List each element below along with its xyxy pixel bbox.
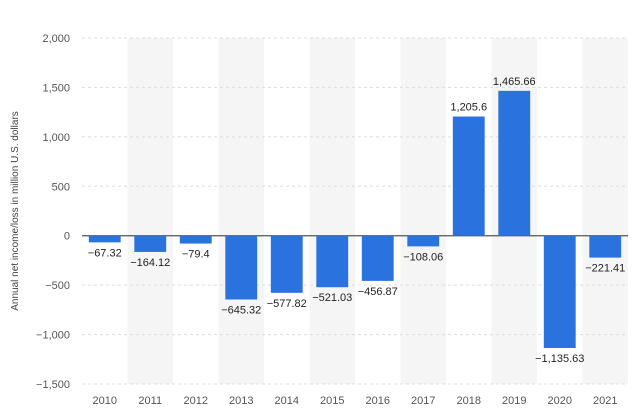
data-label-2013: −645.32	[221, 305, 261, 317]
x-tick-label: 2016	[366, 395, 390, 407]
data-label-2020: −1,135.63	[535, 353, 584, 365]
x-tick-label: 2020	[548, 395, 572, 407]
bar-2015	[316, 235, 349, 288]
x-axis-ticks: 2010 2011 2012 2013 2014 2015 2016 2017 2018 2019…	[93, 395, 618, 407]
y-tick-label: 1,500	[42, 82, 70, 94]
x-tick-label: 2012	[184, 395, 208, 407]
x-tick-label: 2017	[411, 395, 435, 407]
data-labels: −67.32−164.12−79.4−645.32−577.82 −521.03−…	[88, 76, 626, 365]
y-tick-label: −1,000	[36, 330, 70, 342]
bar-2018	[452, 116, 485, 236]
band-2013	[218, 38, 264, 384]
x-tick-label: 2018	[457, 395, 481, 407]
bar-2013	[225, 235, 258, 300]
bar-2010	[88, 235, 121, 243]
bars	[88, 90, 622, 348]
bar-2021	[589, 235, 622, 258]
data-label-2017: −108.06	[403, 251, 443, 263]
y-axis-label: Annual net income/loss in million U.S. d…	[10, 111, 21, 311]
y-tick-label: 1,000	[42, 132, 70, 144]
y-axis-ticks: 2,000 1,500 1,000 500 0 −500 −1,000 −1,500	[36, 33, 70, 391]
band-2011	[127, 38, 173, 384]
data-label-2010: −67.32	[88, 247, 122, 259]
data-label-2015: −521.03	[312, 292, 352, 304]
data-label-2011: −164.12	[130, 257, 170, 269]
bar-2017	[407, 235, 440, 247]
y-tick-label: 500	[52, 181, 70, 193]
x-tick-label: 2021	[593, 395, 617, 407]
bar-2019	[498, 90, 531, 236]
band-2021	[582, 38, 628, 384]
bar-2020	[543, 235, 576, 348]
y-tick-label: 2,000	[42, 33, 70, 45]
bar-2012	[179, 235, 212, 244]
x-tick-label: 2013	[229, 395, 253, 407]
x-tick-label: 2015	[320, 395, 344, 407]
data-label-2021: −221.41	[585, 263, 625, 275]
data-label-2016: −456.87	[358, 286, 398, 298]
band-2015	[309, 38, 355, 384]
bar-2016	[361, 235, 394, 281]
x-tick-label: 2019	[502, 395, 526, 407]
data-label-2012: −79.4	[182, 249, 210, 261]
bar-2014	[270, 235, 303, 293]
data-label-2014: −577.82	[267, 298, 307, 310]
y-tick-label: −500	[45, 280, 70, 292]
data-label-2018: 1,205.6	[450, 102, 487, 114]
x-tick-label: 2010	[93, 395, 117, 407]
x-tick-label: 2014	[275, 395, 299, 407]
y-tick-label: −1,500	[36, 379, 70, 391]
y-tick-label: 0	[64, 231, 70, 243]
data-label-2019: 1,465.66	[493, 76, 536, 88]
band-2017	[400, 38, 446, 384]
x-tick-label: 2011	[138, 395, 162, 407]
grid-lines	[82, 37, 628, 385]
bar-2011	[134, 235, 167, 252]
